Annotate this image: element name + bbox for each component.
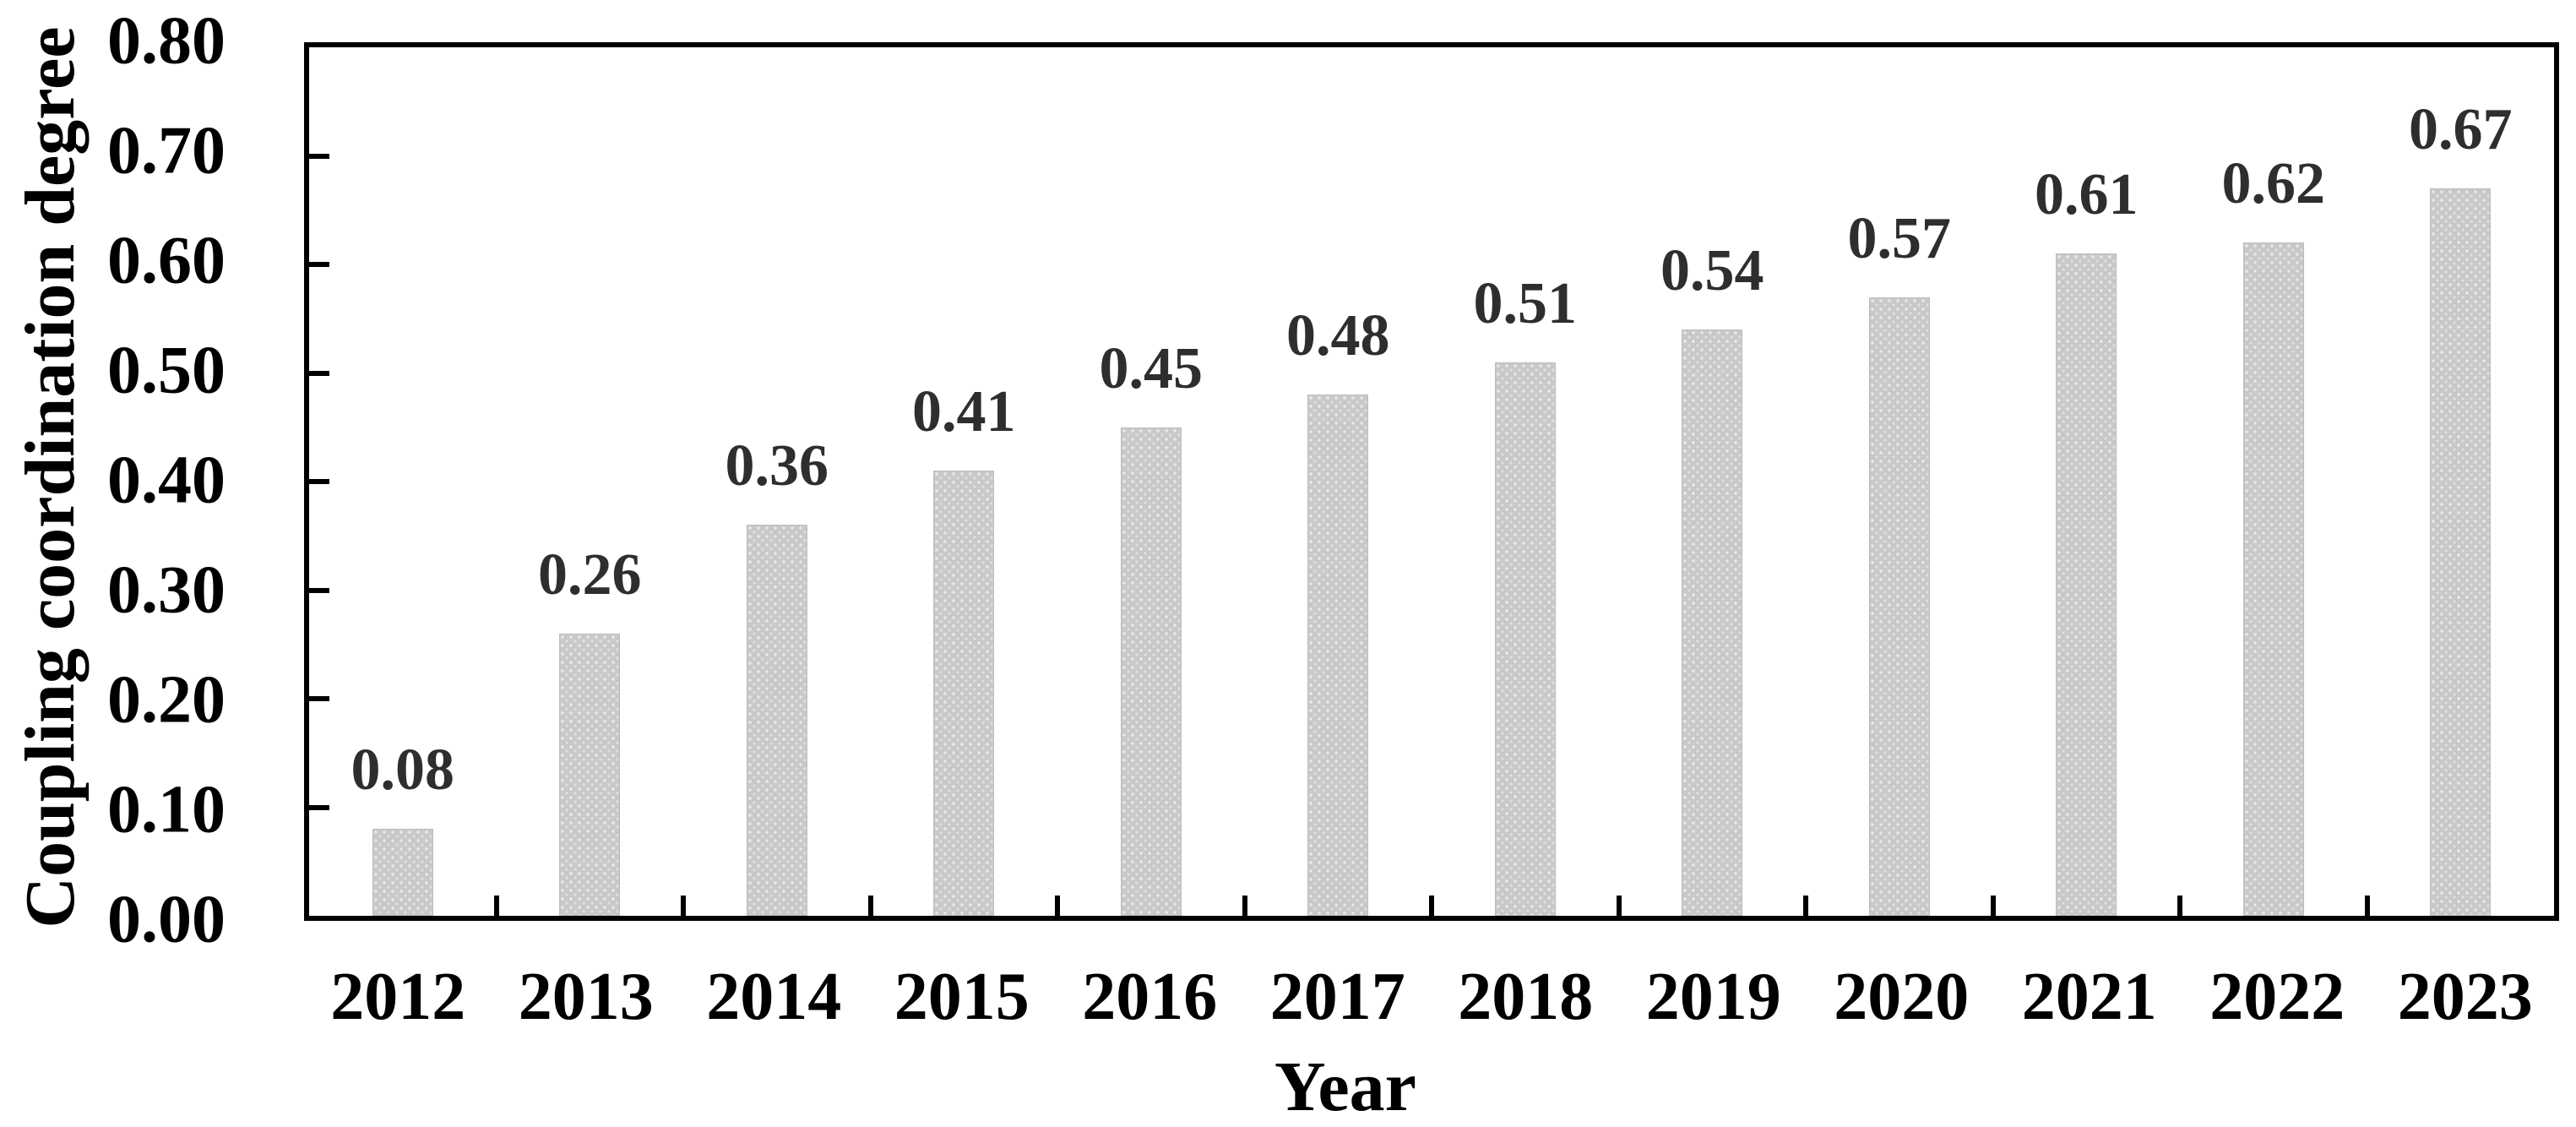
x-axis-tick — [1990, 896, 1996, 916]
bar-2019 — [1682, 329, 1743, 916]
x-tick-label-2018: 2018 — [1458, 960, 1594, 1034]
bar-2012 — [372, 829, 433, 916]
bar-value-label: 0.45 — [1099, 335, 1204, 401]
y-tick-label: 0.00 — [107, 882, 226, 957]
x-tick-label-2016: 2016 — [1082, 960, 1218, 1034]
y-tick-label: 0.30 — [107, 553, 226, 628]
bar-2016 — [1120, 427, 1182, 916]
x-axis-tick — [1242, 896, 1247, 916]
bar-2021 — [2056, 253, 2117, 916]
x-tick-label-2023: 2023 — [2397, 960, 2533, 1034]
x-tick-label-2020: 2020 — [1834, 960, 1970, 1034]
bar-value-label: 0.08 — [351, 738, 455, 803]
x-tick-label-2012: 2012 — [330, 960, 466, 1034]
bar-2018 — [1494, 362, 1556, 916]
y-tick-label: 0.10 — [107, 772, 226, 847]
y-axis-tick — [309, 153, 329, 159]
bar-value-label: 0.61 — [2035, 162, 2139, 228]
y-tick-label: 0.80 — [107, 3, 226, 79]
y-axis-tick — [309, 804, 329, 810]
x-tick-label-2022: 2022 — [2209, 960, 2345, 1034]
x-tick-label-2019: 2019 — [1645, 960, 1781, 1034]
bar-2017 — [1307, 395, 1369, 916]
x-axis-tick — [867, 896, 873, 916]
y-tick-label: 0.50 — [107, 333, 226, 408]
bar-value-label: 0.36 — [725, 433, 829, 499]
x-axis-tick — [493, 896, 499, 916]
y-tick-label: 0.20 — [107, 662, 226, 738]
bar-2013 — [559, 633, 621, 916]
y-axis-tick — [309, 479, 329, 484]
bar-2015 — [933, 471, 995, 916]
bar-value-label: 0.54 — [1660, 238, 1764, 304]
x-tick-label-2015: 2015 — [894, 960, 1030, 1034]
x-tick-label-2013: 2013 — [518, 960, 654, 1034]
bar-value-label: 0.41 — [912, 379, 1016, 445]
bar-value-label: 0.51 — [1473, 270, 1578, 336]
y-axis-tick — [309, 370, 329, 376]
y-axis-tick — [309, 696, 329, 701]
x-axis-title: Year — [1274, 1048, 1416, 1126]
bar-2022 — [2242, 242, 2304, 916]
x-axis-tick — [1616, 896, 1622, 916]
bar-2023 — [2430, 188, 2492, 916]
y-tick-label: 0.40 — [107, 443, 226, 518]
bar-value-label: 0.62 — [2221, 151, 2326, 217]
bar-value-label: 0.57 — [1847, 205, 1952, 271]
x-axis-tick — [2177, 896, 2182, 916]
x-axis-tick — [1055, 896, 1060, 916]
x-axis-tick — [681, 896, 686, 916]
bar-value-label: 0.48 — [1286, 303, 1390, 369]
bar-2014 — [746, 525, 807, 916]
y-tick-label: 0.60 — [107, 223, 226, 298]
bar-value-label: 0.26 — [538, 542, 642, 607]
x-axis-tick — [2364, 896, 2370, 916]
bar-2020 — [1868, 297, 1930, 916]
x-tick-label-2021: 2021 — [2021, 960, 2157, 1034]
plot-area: 0.08 0.26 0.36 0.41 0.45 0.48 0.51 0.54 0.57 0.61… — [304, 42, 2559, 921]
x-tick-label-2017: 2017 — [1269, 960, 1405, 1034]
x-axis-tick — [1803, 896, 1808, 916]
bar-value-label: 0.67 — [2409, 97, 2513, 163]
y-axis-tick — [309, 262, 329, 267]
y-tick-label: 0.70 — [107, 113, 226, 188]
x-axis-tick — [1429, 896, 1434, 916]
y-axis-tick — [309, 587, 329, 593]
x-tick-label-2014: 2014 — [706, 960, 842, 1034]
